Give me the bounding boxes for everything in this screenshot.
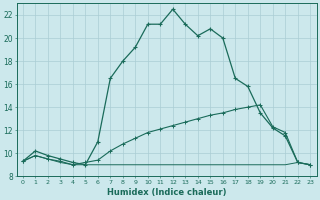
X-axis label: Humidex (Indice chaleur): Humidex (Indice chaleur) — [107, 188, 226, 197]
